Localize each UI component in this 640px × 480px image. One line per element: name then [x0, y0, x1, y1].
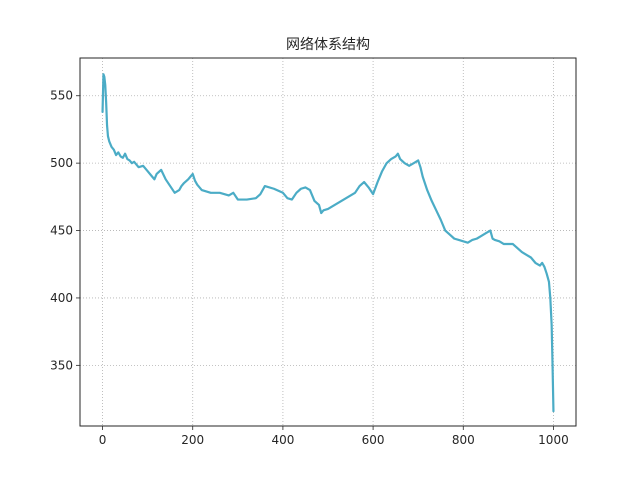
series-line	[101, 73, 555, 413]
x-tick-label: 200	[181, 433, 204, 447]
y-tick-label: 500	[50, 156, 73, 170]
x-tick-label: 1000	[538, 433, 569, 447]
series-layer	[101, 73, 555, 413]
y-tick-label: 450	[50, 224, 73, 238]
x-tick-label: 800	[452, 433, 475, 447]
x-tick-label: 0	[99, 433, 107, 447]
y-tick-label: 550	[50, 89, 73, 103]
x-tick-label: 400	[271, 433, 294, 447]
axis-ticks: 0 200 400 600 800 1000 350 400 450 500 550	[50, 89, 569, 447]
chart-title: 网络体系结构	[286, 37, 370, 53]
plot-frame	[79, 57, 577, 427]
x-tick-label: 600	[362, 433, 385, 447]
y-tick-label: 350	[50, 358, 73, 372]
y-tick-label: 400	[50, 291, 73, 305]
